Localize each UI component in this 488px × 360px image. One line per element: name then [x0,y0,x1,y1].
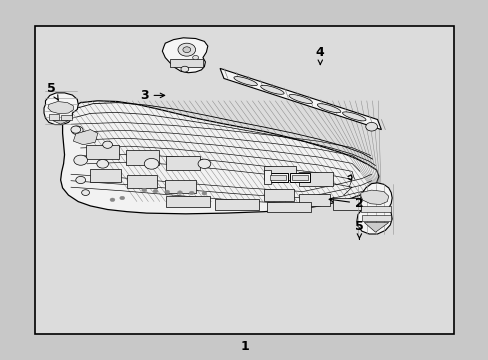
Ellipse shape [233,77,257,86]
Circle shape [97,159,108,168]
Circle shape [153,189,158,193]
Circle shape [76,176,85,184]
Polygon shape [53,121,68,124]
Polygon shape [162,38,207,73]
Text: 4: 4 [315,46,324,65]
Polygon shape [332,198,361,210]
Circle shape [120,196,124,200]
Bar [35,26,453,334]
Circle shape [74,155,87,165]
Circle shape [102,141,112,148]
Polygon shape [290,173,309,182]
Circle shape [183,47,190,53]
Polygon shape [49,114,59,120]
Ellipse shape [260,85,284,94]
Text: 5: 5 [354,220,363,239]
Polygon shape [360,190,388,204]
Polygon shape [166,196,210,207]
Circle shape [164,190,169,194]
Polygon shape [61,101,378,214]
Text: 2: 2 [328,197,363,210]
Ellipse shape [342,112,365,121]
Circle shape [365,122,377,131]
Polygon shape [73,130,98,145]
Polygon shape [166,156,199,170]
Polygon shape [299,194,329,206]
Polygon shape [264,189,294,201]
Polygon shape [364,222,388,232]
Polygon shape [165,180,195,193]
Polygon shape [126,150,159,165]
Circle shape [142,188,146,192]
Polygon shape [90,169,121,182]
Polygon shape [292,175,307,180]
Polygon shape [360,206,390,212]
Circle shape [110,198,115,202]
Ellipse shape [317,104,340,113]
Polygon shape [127,175,157,188]
Text: 5: 5 [47,82,58,100]
Circle shape [202,192,206,195]
Text: 1: 1 [240,340,248,353]
Polygon shape [299,172,332,186]
Polygon shape [361,215,390,221]
Circle shape [178,43,195,56]
Polygon shape [48,102,73,114]
Circle shape [198,159,210,168]
Circle shape [177,191,182,194]
Circle shape [81,190,89,195]
Ellipse shape [288,94,312,104]
Circle shape [192,55,198,60]
Polygon shape [215,199,259,210]
Polygon shape [44,93,78,125]
Polygon shape [269,175,285,180]
Polygon shape [266,202,310,212]
Circle shape [144,158,159,169]
Polygon shape [85,145,119,159]
Circle shape [181,66,188,72]
Polygon shape [220,68,381,130]
Polygon shape [267,173,287,182]
Polygon shape [356,183,391,234]
Polygon shape [61,115,72,120]
Polygon shape [264,166,295,180]
Circle shape [71,126,83,135]
Polygon shape [264,170,271,184]
Polygon shape [170,59,203,67]
Circle shape [189,191,194,195]
Text: 3: 3 [140,89,164,102]
Circle shape [71,126,81,133]
